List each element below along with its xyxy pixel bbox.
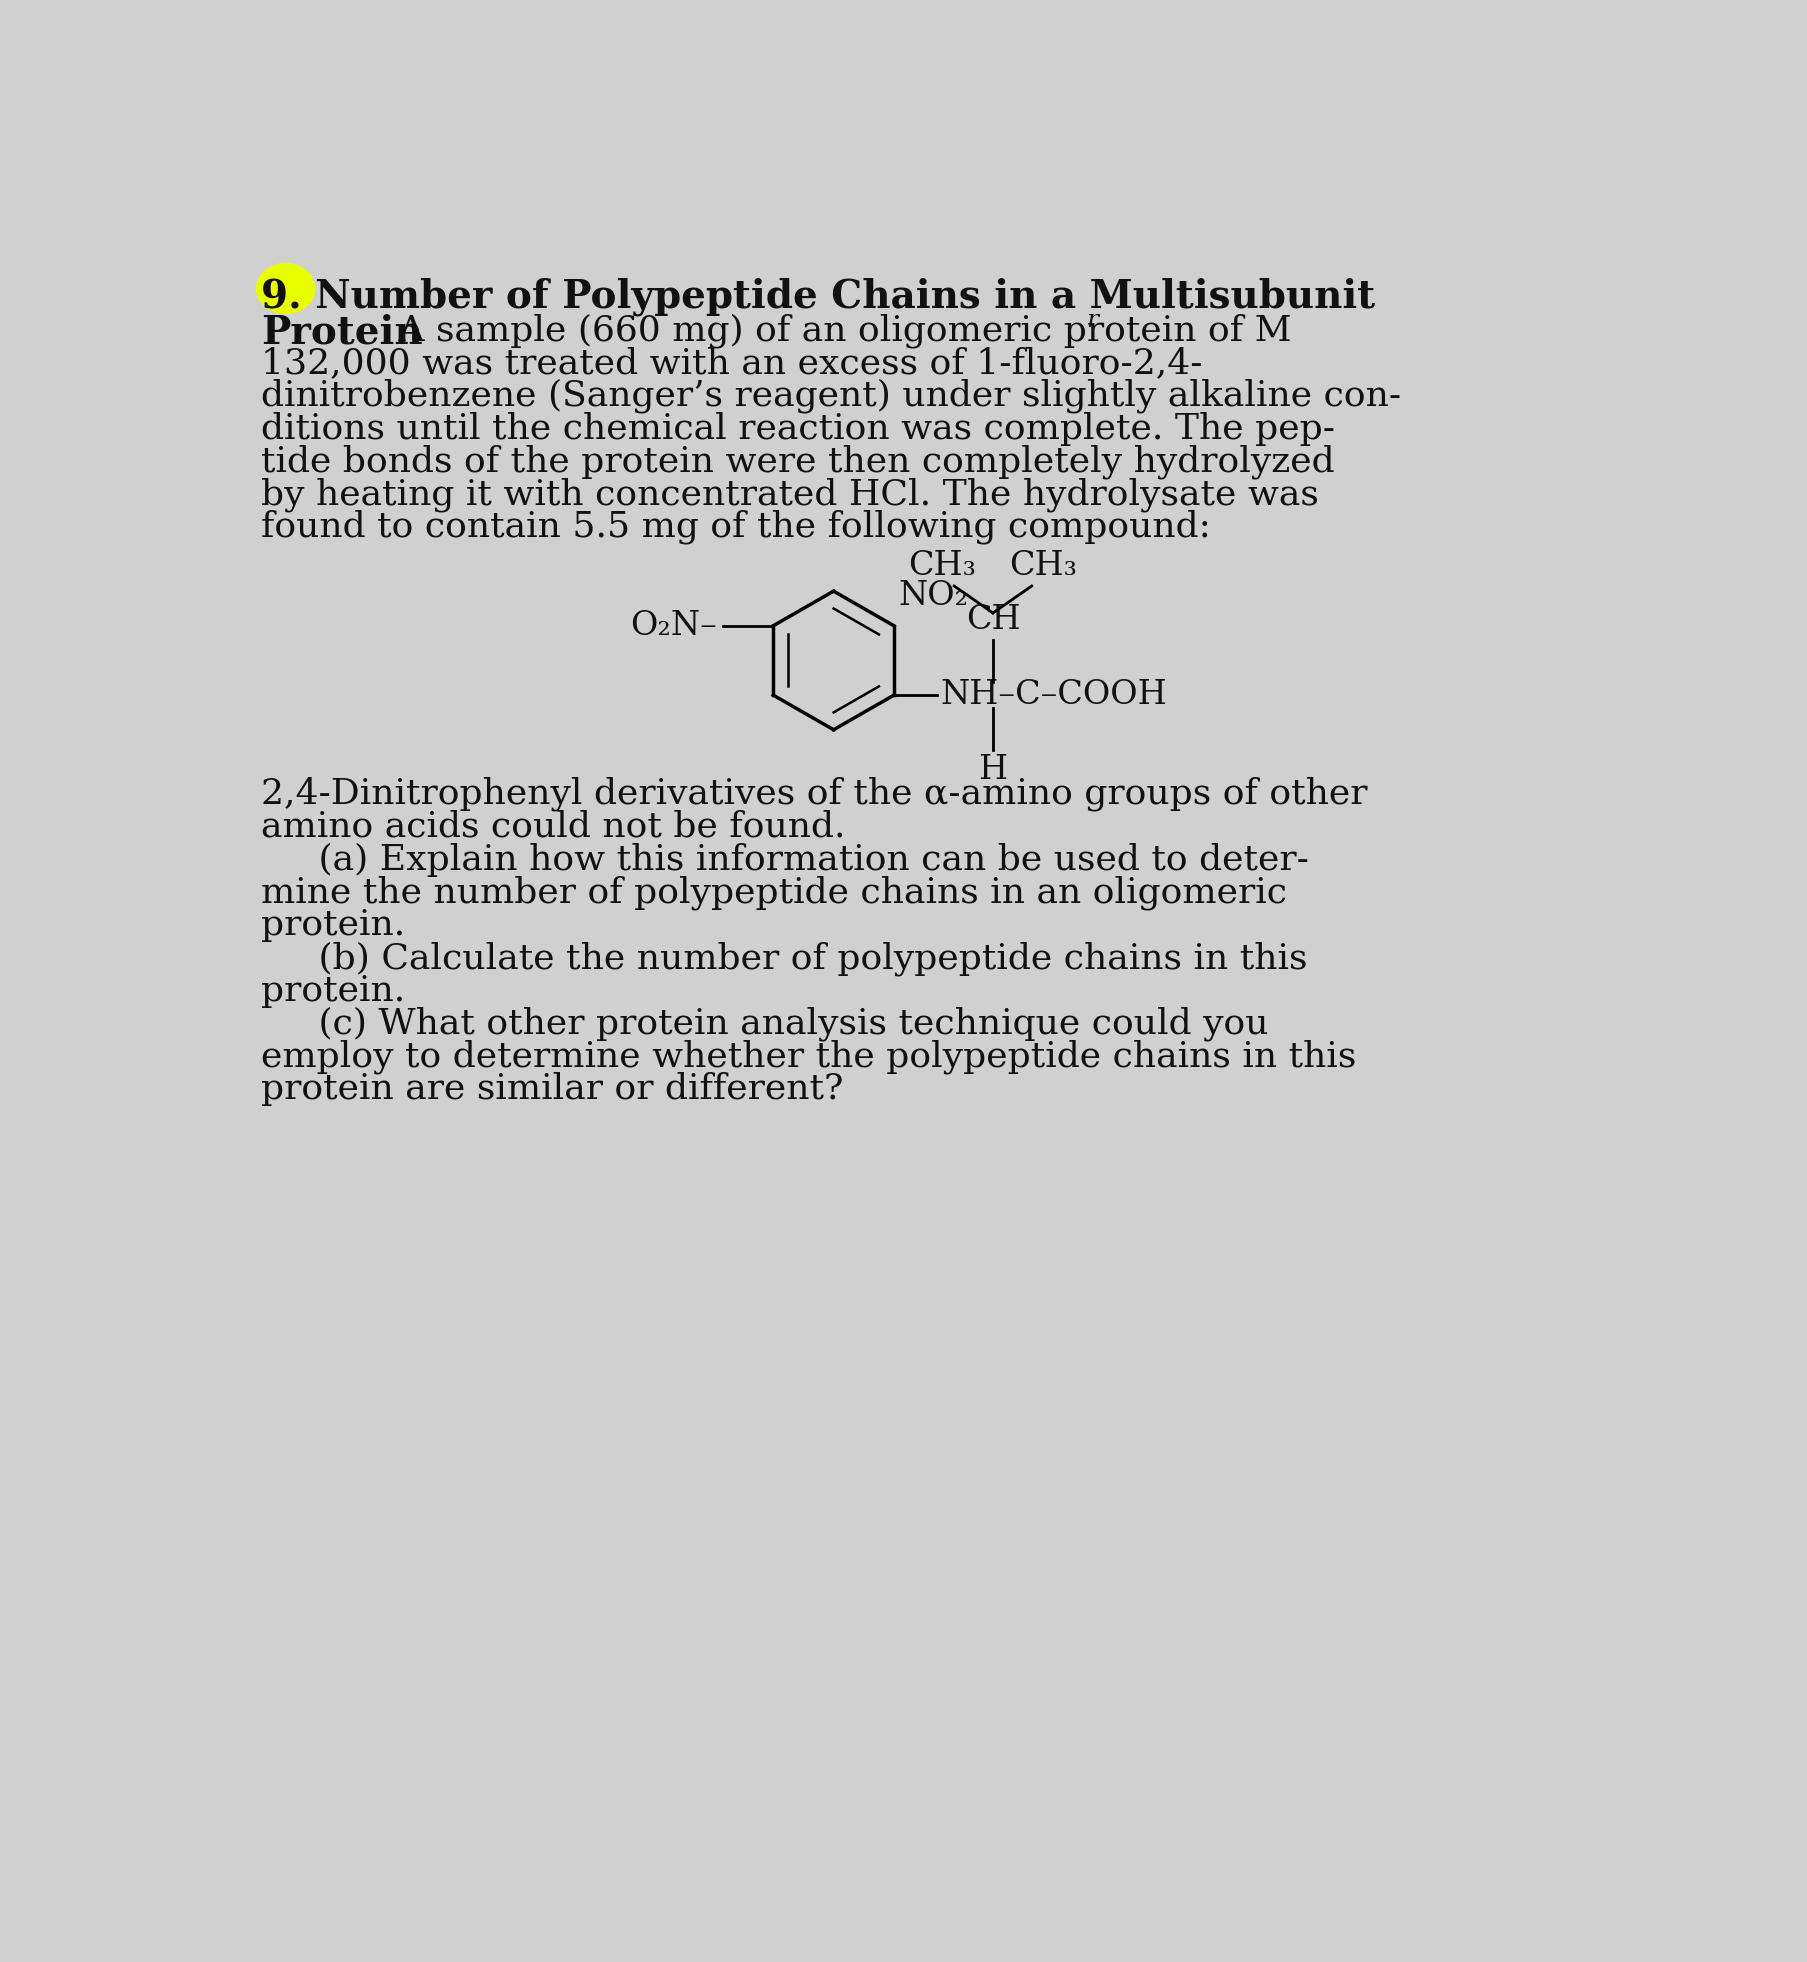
Text: (c) What other protein analysis technique could you: (c) What other protein analysis techniqu… [260,1007,1269,1042]
Text: r: r [1086,308,1097,332]
Text: 132,000 was treated with an excess of 1-fluoro-2,4-: 132,000 was treated with an excess of 1-… [260,345,1202,381]
Text: by heating it with concentrated HCl. The hydrolysate was: by heating it with concentrated HCl. The… [260,477,1317,512]
Text: found to contain 5.5 mg of the following compound:: found to contain 5.5 mg of the following… [260,510,1211,545]
Text: dinitrobenzene (Sanger’s reagent) under slightly alkaline con-: dinitrobenzene (Sanger’s reagent) under … [260,379,1400,414]
Text: Protein: Protein [260,314,423,351]
Text: NO₂: NO₂ [898,581,967,612]
Text: CH₃: CH₃ [909,549,976,583]
Text: protein.: protein. [260,973,405,1008]
Text: ditions until the chemical reaction was complete. The pep-: ditions until the chemical reaction was … [260,412,1334,445]
Text: 9. Number of Polypeptide Chains in a Multisubunit: 9. Number of Polypeptide Chains in a Mul… [260,279,1375,316]
Text: 2,4-Dinitrophenyl derivatives of the α-amino groups of other: 2,4-Dinitrophenyl derivatives of the α-a… [260,777,1366,812]
Ellipse shape [257,263,314,314]
Text: NH–C–COOH: NH–C–COOH [940,679,1167,710]
Text: amino acids could not be found.: amino acids could not be found. [260,810,846,844]
Text: CH₃: CH₃ [1008,549,1077,583]
Text: employ to determine whether the polypeptide chains in this: employ to determine whether the polypept… [260,1040,1355,1073]
Text: protein.: protein. [260,908,405,942]
Text: (a) Explain how this information can be used to deter-: (a) Explain how this information can be … [260,842,1308,877]
Text: A sample (660 mg) of an oligomeric protein of M: A sample (660 mg) of an oligomeric prote… [387,314,1292,347]
Text: (b) Calculate the number of polypeptide chains in this: (b) Calculate the number of polypeptide … [260,942,1306,975]
Text: CH: CH [965,604,1019,636]
Text: H: H [978,753,1006,787]
Text: tide bonds of the protein were then completely hydrolyzed: tide bonds of the protein were then comp… [260,443,1334,479]
Text: protein are similar or different?: protein are similar or different? [260,1073,842,1107]
Text: mine the number of polypeptide chains in an oligomeric: mine the number of polypeptide chains in… [260,875,1287,910]
Text: O₂N–: O₂N– [629,610,716,642]
